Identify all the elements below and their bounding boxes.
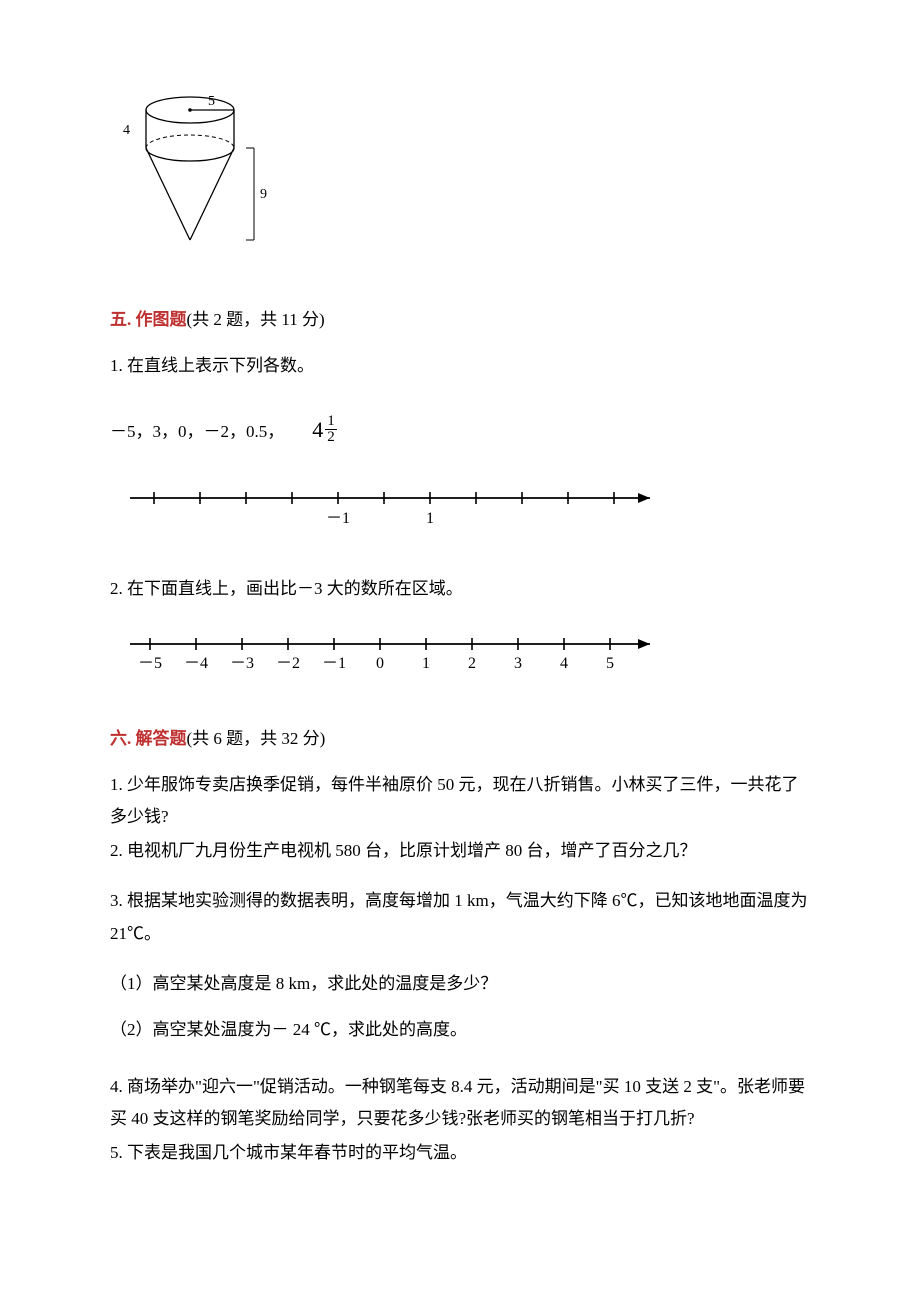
tick-n4: －4 [184, 655, 208, 672]
tick-3: 3 [514, 655, 522, 672]
section6-q1: 1. 少年服饰专卖店换季促销，每件半袖原价 50 元，现在八折销售。小林买了三件… [110, 769, 810, 834]
tick-neg1: －1 [326, 510, 350, 527]
tick-pos1: 1 [426, 510, 434, 527]
cylinder-height-label: 4 [123, 123, 130, 138]
tick-2: 2 [468, 655, 476, 672]
cylinder-cone-svg: 5 4 9 [110, 90, 270, 260]
section6-q3-part1: （1）高空某处高度是 8 km，求此处的温度是多少？ [110, 968, 810, 1000]
section5-title: 五. 作图题 [110, 310, 187, 329]
section5-q2-text: 2. 在下面直线上，画出比－3 大的数所在区域。 [110, 573, 810, 605]
section5-q1-text: 1. 在直线上表示下列各数。 [110, 350, 810, 382]
section6-q4: 4. 商场举办"迎六一"促销活动。一种钢笔每支 8.4 元，活动期间是"买 10… [110, 1071, 810, 1136]
section6-q3-stem: 3. 根据某地实验测得的数据表明，高度每增加 1 km，气温大约下降 6℃，已知… [110, 885, 810, 950]
fraction-num: 1 [325, 414, 337, 430]
fraction-whole: 4 [312, 417, 323, 443]
section6-q5: 5. 下表是我国几个城市某年春节时的平均气温。 [110, 1137, 810, 1169]
numberline1-svg: －1 1 [110, 473, 670, 533]
tick-n1: －1 [322, 655, 346, 672]
section5-heading: 五. 作图题(共 2 题，共 11 分) [110, 305, 810, 330]
cone-height-label: 9 [260, 187, 267, 202]
section6-meta: (共 6 题，共 32 分) [187, 729, 326, 748]
tick-0: 0 [376, 655, 384, 672]
section5-q2-numberline: －5 －4 －3 －2 －1 0 1 2 3 4 5 [110, 624, 810, 684]
q1-fraction: 4 1 2 [312, 414, 337, 445]
section6-q2: 2. 电视机厂九月份生产电视机 580 台，比原计划增产 80 台，增产了百分之… [110, 835, 810, 867]
tick-1: 1 [422, 655, 430, 672]
fraction-den: 2 [325, 430, 337, 445]
tick-5: 5 [606, 655, 614, 672]
tick-n2: －2 [276, 655, 300, 672]
q1-numbers-plain: －5，3，0，－2，0.5， [110, 417, 284, 442]
section5-q1-numbers: －5，3，0，－2，0.5， 4 1 2 [110, 414, 810, 445]
tick-n5: －5 [138, 655, 162, 672]
cylinder-cone-figure: 5 4 9 [110, 90, 810, 265]
section6-q3-part2: （2）高空某处温度为－ 24 ℃，求此处的高度。 [110, 1014, 810, 1046]
numberline2-svg: －5 －4 －3 －2 －1 0 1 2 3 4 5 [110, 624, 670, 684]
tick-n3: －3 [230, 655, 254, 672]
section5-q1-numberline: －1 1 [110, 473, 810, 533]
fraction-stack: 1 2 [325, 414, 337, 445]
section6-title: 六. 解答题 [110, 729, 187, 748]
radius-label: 5 [208, 94, 215, 109]
tick-4: 4 [560, 655, 568, 672]
section5-meta: (共 2 题，共 11 分) [187, 310, 325, 329]
section6-heading: 六. 解答题(共 6 题，共 32 分) [110, 724, 810, 749]
